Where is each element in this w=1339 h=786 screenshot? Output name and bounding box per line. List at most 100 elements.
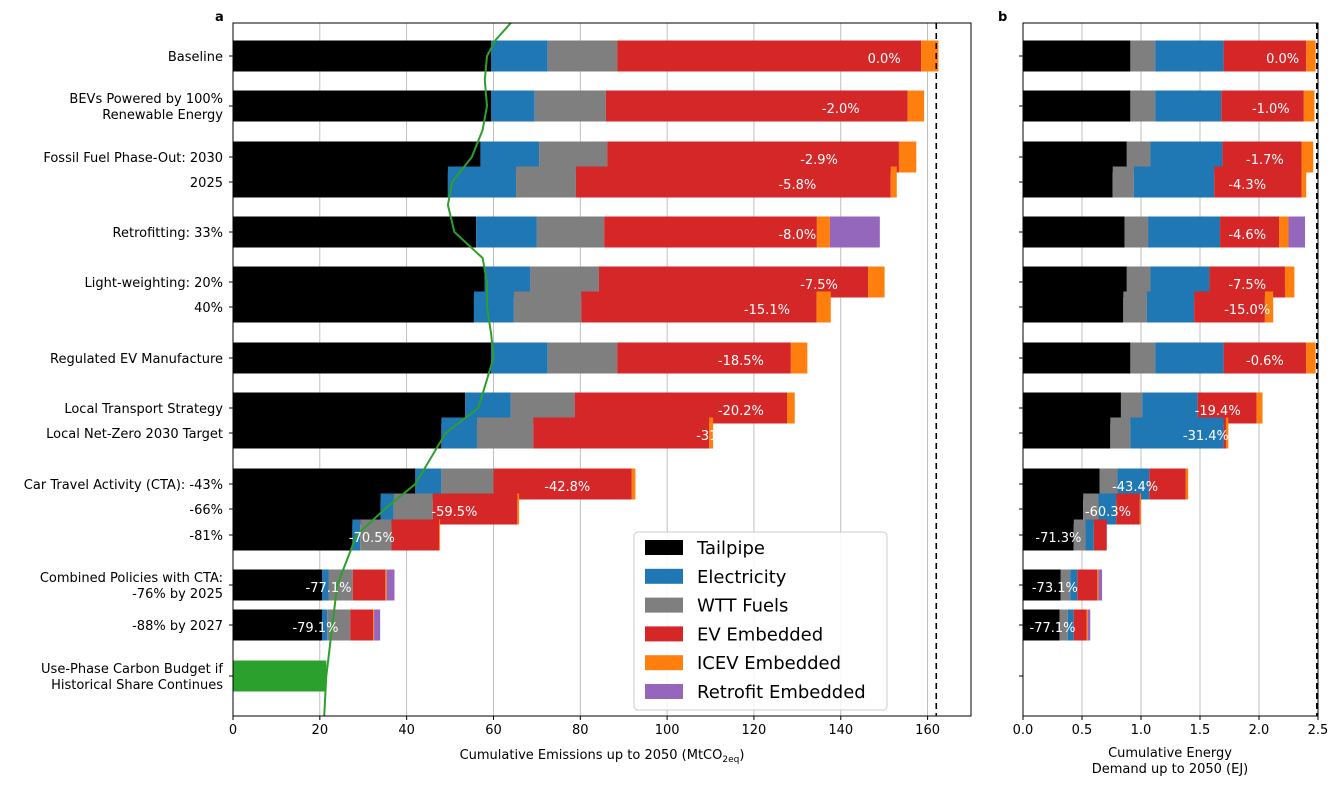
bar-tailpipe	[1023, 40, 1131, 72]
bar-tailpipe	[233, 493, 381, 525]
data-label: -15.1%	[744, 303, 790, 318]
x-tick-label: 2.5	[1308, 723, 1329, 738]
bar-electricity	[1067, 609, 1074, 641]
data-label: -31.7%	[696, 429, 742, 444]
data-label: -15.0%	[1224, 303, 1270, 318]
y-tick-label: Combined Policies with CTA:	[40, 571, 223, 586]
bar-ev-embedded	[617, 40, 922, 72]
bar-ev-embedded	[432, 493, 518, 525]
y-tick-label: Light-weighting: 20%	[85, 276, 223, 291]
bar-icev-embedded	[1256, 392, 1263, 424]
bar-ev-embedded	[352, 569, 386, 601]
x-tick-label: 20	[312, 723, 329, 738]
x-tick-label: 60	[485, 723, 502, 738]
bar-electricity	[1155, 90, 1222, 122]
bar-icev-embedded	[1185, 468, 1189, 500]
bar-wtt-fuels	[360, 519, 392, 551]
y-tick-label: Car Travel Activity (CTA): -43%	[24, 478, 223, 493]
bar-ev-embedded	[575, 166, 891, 198]
bar-icev-embedded	[816, 216, 830, 248]
legend-label-electricity: Electricity	[697, 567, 787, 588]
data-label: -77.1%	[1030, 621, 1076, 636]
data-label: 0.0%	[868, 52, 901, 67]
legend-label-tailpipe: Tailpipe	[696, 538, 765, 559]
bar-electricity	[1155, 40, 1224, 72]
legend-swatch-retrofit-embedded	[645, 684, 683, 699]
bar-electricity	[1133, 166, 1215, 198]
bar-icev-embedded	[1306, 342, 1316, 374]
x-tick-label: 2.0	[1249, 723, 1270, 738]
bar-wtt-fuels	[1073, 519, 1086, 551]
bar-tailpipe	[233, 342, 492, 374]
panel-a-emissions: 0.0% -2.0% -2.9% -5.8% -8.0% -7.5% -15.1% -18.5…	[24, 22, 972, 765]
y-tick-label: -81%	[189, 529, 223, 544]
data-label: -73.1%	[1032, 581, 1078, 596]
bar-icev-embedded	[1303, 90, 1315, 122]
bar-wtt-fuels	[1099, 468, 1118, 500]
bar-tailpipe	[1023, 216, 1125, 248]
bar-wtt-fuels	[536, 216, 605, 248]
bar-icev-embedded	[787, 392, 795, 424]
data-label: -2.0%	[822, 102, 860, 117]
data-label: -8.0%	[778, 228, 816, 243]
y-tick-label: Historical Share Continues	[51, 678, 223, 693]
data-label: -2.9%	[800, 153, 838, 168]
y-tick-label: Local Net-Zero 2030 Target	[46, 427, 223, 442]
bar-retrofit-embedded	[386, 569, 395, 601]
bar-icev-embedded	[1301, 166, 1307, 198]
legend-label-wtt-fuels: WTT Fuels	[697, 596, 788, 617]
bar-electricity	[1085, 519, 1094, 551]
data-label: -42.8%	[544, 480, 590, 495]
budget-curve	[323, 22, 512, 717]
legend-label-icev-embedded: ICEV Embedded	[697, 653, 841, 674]
bar-ev-embedded	[1220, 216, 1280, 248]
data-label: -0.6%	[1246, 354, 1284, 369]
x-tick-label: 0.5	[1072, 723, 1093, 738]
bar-ev-embedded	[604, 216, 817, 248]
axes-frame	[232, 22, 972, 717]
x-tick-label: 140	[828, 723, 853, 738]
x-tick-label: 160	[915, 723, 940, 738]
data-label: -79.1%	[292, 621, 338, 636]
y-tick-label: Baseline	[168, 50, 223, 65]
bar-wtt-fuels	[1126, 141, 1151, 173]
bar-ev-embedded	[1223, 40, 1307, 72]
x-tick-label: 1.0	[1131, 723, 1152, 738]
bar-icev-embedded	[1301, 141, 1314, 173]
legend-label-retrofit-embedded: Retrofit Embedded	[697, 682, 866, 703]
legend-swatch-wtt-fuels	[645, 597, 683, 613]
bar-wtt-fuels	[513, 291, 582, 323]
y-tick-label: -88% by 2027	[132, 619, 223, 634]
bar-ev-embedded	[605, 90, 908, 122]
bar-ev-embedded	[1077, 569, 1098, 601]
bar-icev-embedded	[1097, 569, 1099, 601]
bar-ev-embedded	[391, 519, 440, 551]
bar-wtt-fuels	[1130, 342, 1156, 374]
data-label: 0.0%	[1266, 52, 1299, 67]
y-tick-label: Renewable Energy	[102, 108, 223, 123]
bar-tailpipe	[1023, 342, 1131, 374]
bar-electricity	[473, 291, 514, 323]
bar-wtt-fuels	[1060, 569, 1071, 601]
bar-tailpipe	[233, 417, 442, 449]
y-tick-label: 40%	[194, 301, 223, 316]
bar-retrofit-embedded	[1087, 609, 1091, 641]
bar-tailpipe	[1023, 291, 1124, 323]
bar-wtt-fuels	[547, 40, 618, 72]
y-tick-label: BEVs Powered by 100%	[69, 92, 223, 107]
bar-tailpipe	[1023, 166, 1113, 198]
bar-wtt-fuels	[1112, 166, 1134, 198]
bar-wtt-fuels	[1059, 609, 1068, 641]
bar-ev-embedded	[533, 417, 710, 449]
bar-icev-embedded	[709, 417, 714, 449]
bar-wtt-fuels	[547, 342, 618, 374]
data-label: -19.4%	[1195, 404, 1241, 419]
x-axis-label: Demand up to 2050 (EJ)	[1092, 762, 1248, 777]
bar-electricity	[1070, 569, 1078, 601]
bar-ev-embedded	[1223, 417, 1226, 449]
bar-electricity	[321, 609, 328, 641]
bar-icev-embedded	[1139, 493, 1141, 525]
bar-ev-embedded	[617, 342, 791, 374]
bar-icev-embedded	[1284, 266, 1295, 298]
data-label: -43.4%	[1112, 480, 1158, 495]
